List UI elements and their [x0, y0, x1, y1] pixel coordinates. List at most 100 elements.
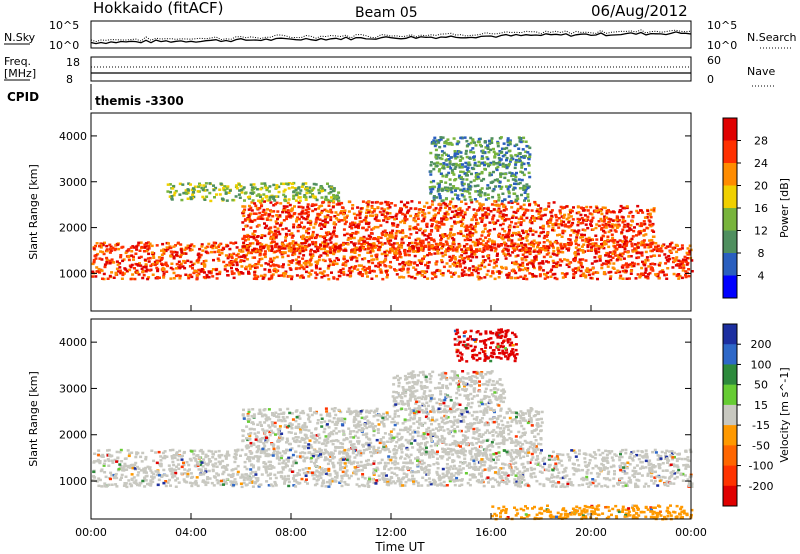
data-cell: [555, 241, 559, 245]
data-cell: [680, 244, 684, 247]
data-cell: [162, 248, 166, 251]
data-cell: [538, 241, 542, 245]
data-cell: [443, 206, 447, 209]
data-cell: [291, 253, 295, 257]
data-cell: [482, 207, 486, 210]
data-cell: [225, 263, 229, 267]
data-cell: [681, 258, 685, 261]
data-cell: [443, 144, 447, 148]
data-cell: [497, 270, 501, 273]
data-cell: [309, 258, 313, 261]
data-cell: [538, 210, 542, 214]
data-cell: [673, 472, 677, 475]
data-cell: [393, 204, 397, 207]
data-cell: [481, 213, 485, 216]
data-cell: [525, 187, 529, 190]
data-cell: [366, 275, 369, 278]
data-cell: [462, 270, 466, 273]
data-cell: [354, 265, 358, 268]
data-cell: [97, 477, 101, 480]
data-cell: [454, 248, 458, 251]
data-cell: [263, 213, 267, 216]
data-cell: [506, 139, 510, 142]
data-cell: [240, 265, 244, 268]
data-cell: [215, 277, 219, 280]
data-cell: [192, 456, 196, 460]
data-cell: [446, 138, 450, 141]
data-cell: [467, 143, 471, 146]
data-cell: [537, 262, 541, 265]
data-cell: [497, 234, 500, 237]
data-cell: [493, 261, 497, 265]
data-cell: [349, 271, 353, 274]
data-cell: [434, 143, 438, 146]
data-cell: [503, 176, 507, 180]
data-cell: [556, 261, 560, 264]
data-cell: [259, 187, 263, 191]
data-cell: [314, 243, 318, 246]
cpid-value: themis -3300: [95, 94, 184, 108]
data-cell: [505, 146, 509, 150]
data-cell: [590, 213, 594, 216]
data-cell: [289, 214, 293, 218]
data-cell: [688, 249, 692, 253]
data-cell: [247, 264, 251, 268]
data-cell: [486, 208, 490, 211]
data-cell: [514, 231, 517, 235]
data-cell: [464, 248, 468, 251]
data-cell: [621, 228, 625, 231]
data-cell: [586, 226, 590, 230]
data-cell: [164, 480, 168, 483]
data-cell: [323, 225, 327, 228]
data-cell: [588, 243, 592, 246]
data-cell: [247, 476, 251, 480]
data-cell: [488, 464, 492, 468]
data-cell: [326, 458, 330, 461]
data-cell: [394, 234, 398, 238]
data-cell: [621, 252, 625, 255]
data-cell: [246, 251, 250, 255]
data-cell: [508, 139, 512, 142]
data-cell: [644, 482, 648, 486]
data-cell: [542, 255, 546, 259]
data-cell: [556, 248, 560, 251]
data-cell: [460, 181, 464, 184]
data-cell: [216, 481, 220, 485]
data-cell: [577, 221, 581, 224]
data-cell: [304, 208, 308, 212]
data-cell: [576, 458, 579, 462]
data-cell: [652, 207, 656, 210]
freq-strip: [90, 56, 692, 82]
data-cell: [370, 211, 374, 214]
data-cell: [513, 481, 517, 484]
data-cell: [587, 461, 591, 465]
data-cell: [685, 251, 689, 255]
data-cell: [468, 478, 472, 481]
data-cell: [161, 263, 164, 267]
data-cell: [135, 245, 139, 248]
data-cell: [178, 263, 182, 267]
data-cell: [306, 221, 310, 224]
data-cell: [267, 190, 271, 193]
data-cell: [351, 204, 355, 207]
data-cell: [547, 261, 550, 264]
data-cell: [481, 203, 485, 206]
data-cell: [523, 243, 527, 247]
data-cell: [459, 151, 463, 154]
data-cell: [463, 238, 467, 242]
data-cell: [234, 257, 238, 261]
data-cell: [344, 471, 348, 474]
data-cell: [646, 277, 650, 280]
data-cell: [461, 274, 465, 277]
data-cell: [435, 260, 439, 263]
data-cell: [480, 179, 484, 182]
data-cell: [99, 469, 103, 473]
data-cell: [459, 155, 463, 158]
data-cell: [136, 243, 140, 247]
data-cell: [478, 237, 482, 241]
data-cell: [493, 155, 497, 158]
data-cell: [343, 247, 347, 251]
data-cell: [158, 276, 161, 279]
data-cell: [570, 229, 574, 232]
data-cell: [235, 267, 238, 271]
